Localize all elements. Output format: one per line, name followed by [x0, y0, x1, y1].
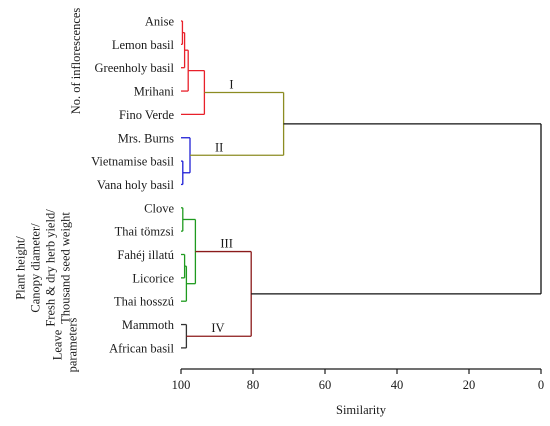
x-tick-label: 80	[247, 378, 260, 392]
leaf-label: Lemon basil	[112, 38, 175, 52]
leaf-label: Anise	[145, 15, 175, 29]
cluster-label: III	[220, 237, 233, 251]
x-tick-label: 20	[463, 378, 476, 392]
leaf-label: Fahéj illatú	[117, 248, 174, 262]
x-axis-title: Similarity	[336, 403, 387, 417]
group-label: parameters	[66, 317, 80, 372]
leaf-label: Fino Verde	[119, 108, 174, 122]
group-label: Canopy diameter/	[29, 223, 43, 313]
group-label: Fresh & dry herb yield/	[44, 209, 58, 327]
cluster-label: IV	[211, 321, 224, 335]
group-labels: No. of inflorescences Plant height/Canopy…	[14, 8, 84, 373]
group-label: No. of inflorescences	[69, 8, 83, 115]
leaf-label: Mammoth	[122, 318, 175, 332]
x-tick-label: 100	[172, 378, 191, 392]
leaf-label: Clove	[144, 201, 174, 215]
leaf-label: African basil	[109, 341, 174, 355]
cluster-label: II	[215, 140, 223, 154]
cluster-label: I	[229, 78, 233, 92]
leaf-label: Thai tömzsi	[115, 225, 175, 239]
leaf-label: Greenholy basil	[95, 61, 175, 75]
group-label: Leave	[51, 329, 65, 360]
x-axis: 100 80 60 40 20 0	[172, 368, 544, 392]
leaf-label: Thai hosszú	[114, 295, 175, 309]
group-label: Plant height/	[14, 236, 28, 300]
leaf-label: Mrihani	[134, 85, 175, 99]
leaf-label: Vietnamise basil	[91, 155, 174, 169]
x-tick-label: 40	[391, 378, 404, 392]
group-label: Thousand seed weight	[59, 212, 73, 324]
leaf-label: Mrs. Burns	[118, 131, 174, 145]
dendrogram-tree	[181, 20, 542, 349]
leaf-label: Vana holy basil	[97, 178, 175, 192]
x-tick-label: 60	[319, 378, 332, 392]
leaf-label: Licorice	[132, 271, 174, 285]
leaf-labels: Anise Lemon basil Greenholy basil Mrihani Fi…	[91, 15, 175, 356]
x-tick-label: 0	[538, 378, 544, 392]
